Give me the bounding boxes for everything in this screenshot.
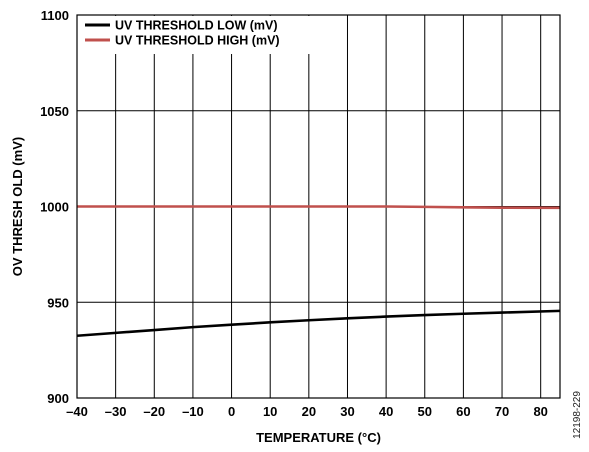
legend-label: UV THRESHOLD HIGH (mV) (115, 34, 280, 48)
x-tick-label: 70 (495, 404, 509, 419)
plot-frame (76, 14, 561, 399)
x-tick-label: 80 (533, 404, 547, 419)
x-tick-label: 20 (302, 404, 316, 419)
x-tick-label: 40 (379, 404, 393, 419)
legend-label: UV THRESHOLD LOW (mV) (115, 19, 278, 33)
x-tick-label: 30 (340, 404, 354, 419)
x-tick-label: 60 (456, 404, 470, 419)
y-tick-labels: 900 950 1000 1050 1100 (40, 8, 69, 406)
series-line-uv-low (76, 309, 561, 338)
series-line-uv-high (77, 205, 561, 210)
y-tick-label: 1000 (40, 200, 69, 215)
y-axis-title: OV THRESH OLD (mV) (10, 137, 25, 276)
y-tick-label: 900 (47, 391, 69, 406)
x-tick-label: –20 (143, 404, 165, 419)
y-tick-label: 950 (47, 295, 69, 310)
series-layer (76, 205, 561, 338)
x-axis-title: TEMPERATURE (°C) (256, 430, 381, 445)
x-tick-label: –40 (66, 404, 88, 419)
x-tick-label: 10 (263, 404, 277, 419)
x-tick-labels: –40 –30 –20 –10 0 10 20 30 40 50 60 70 80 (66, 404, 548, 419)
x-tick-label: –30 (105, 404, 127, 419)
y-tick-label: 1050 (40, 104, 69, 119)
legend: UV THRESHOLD LOW (mV)UV THRESHOLD HIGH (… (79, 16, 337, 54)
x-tick-label: 50 (418, 404, 432, 419)
y-tick-label: 1100 (41, 8, 69, 23)
legend-background (79, 16, 337, 54)
figure-id: 12198-229 (572, 391, 583, 439)
x-tick-label: 0 (228, 404, 235, 419)
x-tick-label: –10 (182, 404, 204, 419)
